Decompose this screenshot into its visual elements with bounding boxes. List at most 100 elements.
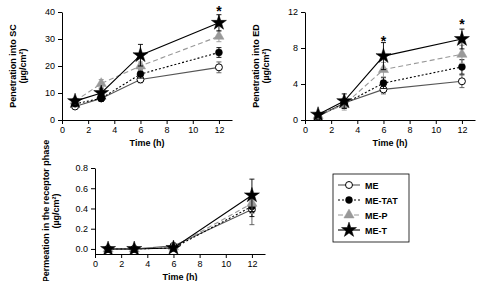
x-tick: 2 — [86, 120, 91, 135]
y-axis-title-line: (µg/cm²) — [51, 193, 61, 228]
x-tick: 2 — [329, 120, 334, 135]
error-bar-cap — [342, 110, 347, 111]
y-axis-title: Penetration into SC(µg/cm²) — [8, 24, 28, 108]
error-bar-cap — [249, 216, 254, 217]
x-tick: 0 — [93, 254, 98, 269]
y-axis-title-line: Penetration into ED — [251, 24, 261, 108]
error-bar-cap — [342, 108, 347, 109]
x-tick-label: 0 — [60, 125, 65, 135]
y-tick-mark — [91, 188, 95, 189]
figure: 024681012010203040Time (h)Penetration in… — [0, 0, 500, 281]
y-axis-title-line: (µg/cm²) — [18, 48, 28, 83]
error-bar-cap — [381, 69, 386, 70]
annotation: * — [381, 33, 387, 49]
x-tick-mark — [462, 120, 463, 124]
error-bar-cap — [381, 76, 386, 77]
x-tick-mark — [147, 254, 148, 258]
error-bar-cap — [459, 87, 464, 88]
x-tick-mark — [62, 120, 63, 124]
y-tick-label: 12 — [288, 7, 298, 17]
y-axis-title-line: Permeation in the receptor phase — [41, 140, 51, 281]
error-bar — [216, 48, 221, 58]
x-tick: 10 — [188, 120, 198, 135]
x-tick-label: 2 — [119, 259, 124, 269]
panel: 02468101204812Time (h)Penetration into E… — [251, 7, 476, 148]
y-tick-label: 40 — [45, 7, 55, 17]
x-tick-mark — [410, 120, 411, 124]
y-tick-mark — [91, 229, 95, 230]
x-tick-mark — [193, 120, 194, 124]
x-tick-label: 0 — [303, 125, 308, 135]
error-bar-cap — [381, 93, 386, 94]
y-tick: 8 — [293, 43, 305, 53]
x-tick-label: 12 — [457, 125, 467, 135]
x-tick: 12 — [457, 120, 467, 135]
x-tick: 6 — [138, 120, 143, 135]
error-bar-cap — [249, 213, 254, 214]
y-tick-label: 8 — [293, 43, 298, 53]
error-bar — [459, 75, 464, 88]
error-bar — [138, 70, 143, 78]
x-tick: 6 — [381, 120, 386, 135]
x-axis-line — [306, 120, 476, 121]
error-bar-cap — [249, 224, 254, 225]
error-bar-cap — [138, 66, 143, 67]
x-tick-label: 8 — [165, 125, 170, 135]
x-tick-label: 6 — [171, 259, 176, 269]
y-tick-label: 4 — [293, 79, 298, 89]
y-axis-line — [305, 13, 306, 121]
series-line — [108, 206, 252, 248]
y-tick-label: 30 — [45, 34, 55, 44]
error-bar-cap — [459, 48, 464, 49]
y-tick-mark — [91, 249, 95, 250]
error-bar-cap — [459, 63, 464, 64]
x-axis: 024681012 — [93, 254, 266, 269]
y-tick-label: 20 — [45, 61, 55, 71]
y-tick-label: 0.6 — [75, 184, 88, 194]
data-point — [458, 78, 465, 85]
legend-marker — [344, 209, 354, 218]
plot-area — [311, 29, 470, 120]
y-tick: 0.6 — [75, 184, 95, 194]
error-bar-cap — [381, 77, 386, 78]
legend-entry: ME — [338, 181, 379, 191]
x-tick-label: 8 — [198, 259, 203, 269]
y-tick-label: 0.0 — [75, 244, 88, 254]
annotation: * — [216, 3, 222, 19]
x-axis-title: Time (h) — [373, 138, 408, 148]
y-tick: 0 — [50, 115, 62, 125]
data-point — [94, 85, 109, 99]
y-tick-label: 0 — [293, 115, 298, 125]
x-tick-label: 12 — [247, 259, 257, 269]
y-tick-mark — [58, 120, 62, 121]
error-bar — [381, 78, 386, 89]
y-tick-mark — [91, 208, 95, 209]
x-tick: 6 — [171, 254, 176, 269]
x-tick-mark — [252, 254, 253, 258]
y-tick: 40 — [45, 7, 62, 17]
series-line — [75, 53, 219, 104]
x-tick-label: 4 — [112, 125, 117, 135]
x-tick-mark — [114, 120, 115, 124]
y-axis: 0.00.20.40.60.8 — [75, 163, 95, 254]
x-tick-mark — [95, 254, 96, 258]
y-tick-mark — [301, 12, 305, 13]
y-tick: 12 — [288, 7, 305, 17]
data-point — [166, 240, 181, 254]
error-bar-cap — [216, 72, 221, 73]
legend: MEME-TATME-PME-T — [333, 174, 409, 242]
x-tick-label: 2 — [329, 125, 334, 135]
x-axis-line — [63, 120, 233, 121]
data-point — [454, 31, 469, 45]
x-tick-label: 6 — [138, 125, 143, 135]
y-axis-title: Penetration into ED(µg/cm²) — [251, 24, 271, 108]
legend-marker — [341, 222, 356, 236]
y-tick-label: 0.8 — [75, 163, 88, 173]
error-bar-cap — [216, 30, 221, 31]
y-tick: 30 — [45, 34, 62, 44]
error-bar-cap — [459, 74, 464, 75]
data-point — [133, 47, 148, 61]
y-tick-label: 0.2 — [75, 224, 88, 234]
error-bar-cap — [249, 179, 254, 180]
data-point — [215, 64, 222, 71]
